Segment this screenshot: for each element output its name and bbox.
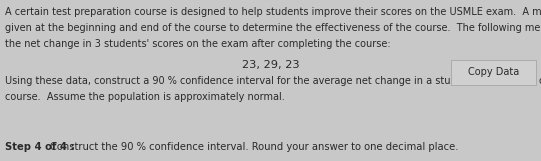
Text: Construct the 90 % confidence interval. Round your answer to one decimal place.: Construct the 90 % confidence interval. … [50,142,458,152]
Text: Step 4 of 4 :: Step 4 of 4 : [5,142,78,152]
Text: 23, 29, 23: 23, 29, 23 [242,60,299,70]
Text: Copy Data: Copy Data [468,67,519,77]
Text: the net change in 3 students' scores on the exam after completing the course:: the net change in 3 students' scores on … [5,39,391,49]
FancyBboxPatch shape [451,60,536,85]
Text: course.  Assume the population is approximately normal.: course. Assume the population is approxi… [5,92,285,102]
Text: given at the beginning and end of the course to determine the effectiveness of t: given at the beginning and end of the co… [5,23,541,33]
Text: A certain test preparation course is designed to help students improve their sco: A certain test preparation course is des… [5,7,541,17]
Text: Using these data, construct a 90 % confidence interval for the average net chang: Using these data, construct a 90 % confi… [5,76,541,86]
